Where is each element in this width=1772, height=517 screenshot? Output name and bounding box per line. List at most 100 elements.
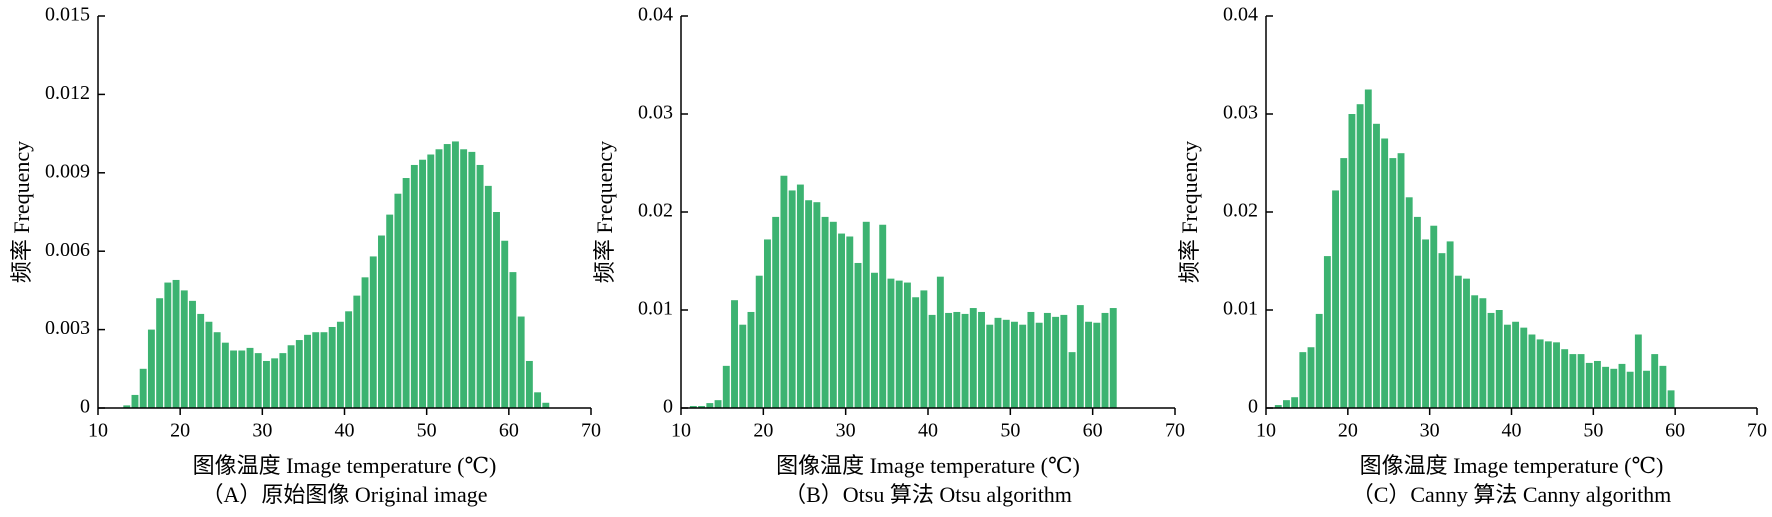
bar xyxy=(1274,405,1282,408)
bar xyxy=(788,190,796,408)
bar xyxy=(1438,253,1446,408)
y-tick-label: 0.02 xyxy=(638,200,673,222)
bar xyxy=(542,402,550,408)
bar xyxy=(1667,390,1675,408)
bar xyxy=(312,332,320,408)
bar xyxy=(1332,190,1339,408)
bar xyxy=(829,221,837,408)
x-tick-label: 10 xyxy=(88,420,108,442)
bar xyxy=(689,406,697,408)
bar xyxy=(1651,354,1659,408)
caption: （B）Otsu 算法 Otsu algorithm xyxy=(784,482,1072,507)
y-tick-label: 0.02 xyxy=(1223,200,1258,222)
x-tick-label: 40 xyxy=(918,420,938,442)
bar xyxy=(525,360,533,408)
y-tick-label: 0.015 xyxy=(45,4,90,26)
bar xyxy=(1430,225,1438,408)
caption: （A）原始图像 Original image xyxy=(202,482,488,507)
bar xyxy=(936,276,944,408)
bar xyxy=(394,193,402,408)
bar xyxy=(739,324,747,408)
bar xyxy=(978,311,985,408)
bar xyxy=(1528,334,1536,408)
bar xyxy=(451,141,459,408)
bar xyxy=(1512,321,1520,408)
x-tick-label: 40 xyxy=(335,420,355,442)
bar xyxy=(1002,319,1010,408)
bar xyxy=(1060,314,1068,408)
bar xyxy=(1299,352,1307,408)
bar xyxy=(230,350,238,408)
y-axis-label: 频率 Frequency xyxy=(9,141,34,283)
bar xyxy=(1085,321,1093,408)
bar xyxy=(402,178,410,408)
bar xyxy=(386,214,394,408)
y-tick-label: 0.01 xyxy=(638,298,673,320)
x-tick-label: 70 xyxy=(1747,420,1767,442)
bar xyxy=(1356,104,1364,408)
bar xyxy=(895,280,903,408)
bar xyxy=(846,236,854,408)
bar xyxy=(1553,342,1560,408)
x-tick-label: 30 xyxy=(836,420,856,442)
bar xyxy=(763,239,771,408)
bar xyxy=(139,368,147,408)
bar xyxy=(460,149,468,408)
bar xyxy=(156,298,164,408)
bar xyxy=(1487,312,1495,408)
bar xyxy=(1315,313,1323,408)
bar xyxy=(1503,324,1511,408)
y-tick-label: 0.03 xyxy=(638,102,673,124)
bar xyxy=(123,405,131,408)
bar xyxy=(994,317,1002,408)
x-tick-label: 40 xyxy=(1502,420,1522,442)
bar xyxy=(1364,89,1372,408)
y-tick-label: 0.003 xyxy=(45,317,90,339)
bar xyxy=(221,342,229,408)
x-axis-label: 图像温度 Image temperature (℃) xyxy=(193,453,497,478)
bar xyxy=(1043,312,1051,408)
bar xyxy=(353,295,361,408)
bar xyxy=(205,321,213,408)
bar xyxy=(871,272,878,408)
x-tick-label: 50 xyxy=(1000,420,1020,442)
bar xyxy=(945,312,953,408)
bar xyxy=(1479,298,1487,408)
y-tick-label: 0 xyxy=(663,396,673,418)
bar xyxy=(1307,347,1315,408)
bar xyxy=(698,406,706,408)
bar xyxy=(796,184,804,408)
bar xyxy=(336,321,344,408)
bar xyxy=(961,313,969,408)
bar xyxy=(912,297,920,408)
bar xyxy=(1019,324,1027,408)
y-axis-label: 频率 Frequency xyxy=(592,141,617,283)
y-tick-label: 0.01 xyxy=(1223,298,1258,320)
bar xyxy=(1569,354,1577,408)
x-tick-label: 60 xyxy=(1083,420,1103,442)
bar xyxy=(887,278,895,408)
bar xyxy=(1618,363,1626,408)
bar xyxy=(1076,305,1084,408)
y-tick-label: 0.006 xyxy=(45,239,90,261)
bar xyxy=(172,279,180,408)
bar xyxy=(1463,278,1470,408)
bar xyxy=(468,151,476,409)
bar xyxy=(1634,334,1642,408)
bar xyxy=(1405,197,1413,408)
x-tick-label: 60 xyxy=(499,420,519,442)
x-tick-label: 50 xyxy=(1583,420,1603,442)
bar xyxy=(986,324,994,408)
x-tick-label: 20 xyxy=(170,420,190,442)
bar xyxy=(1389,158,1397,408)
bar xyxy=(1610,368,1618,408)
bar xyxy=(714,400,722,408)
bar xyxy=(920,290,928,408)
bar xyxy=(1643,370,1650,408)
x-tick-label: 70 xyxy=(581,420,601,442)
bar xyxy=(1471,295,1479,408)
bar xyxy=(287,345,295,408)
x-tick-label: 10 xyxy=(1256,420,1276,442)
bar xyxy=(304,334,311,408)
bar xyxy=(509,272,517,408)
